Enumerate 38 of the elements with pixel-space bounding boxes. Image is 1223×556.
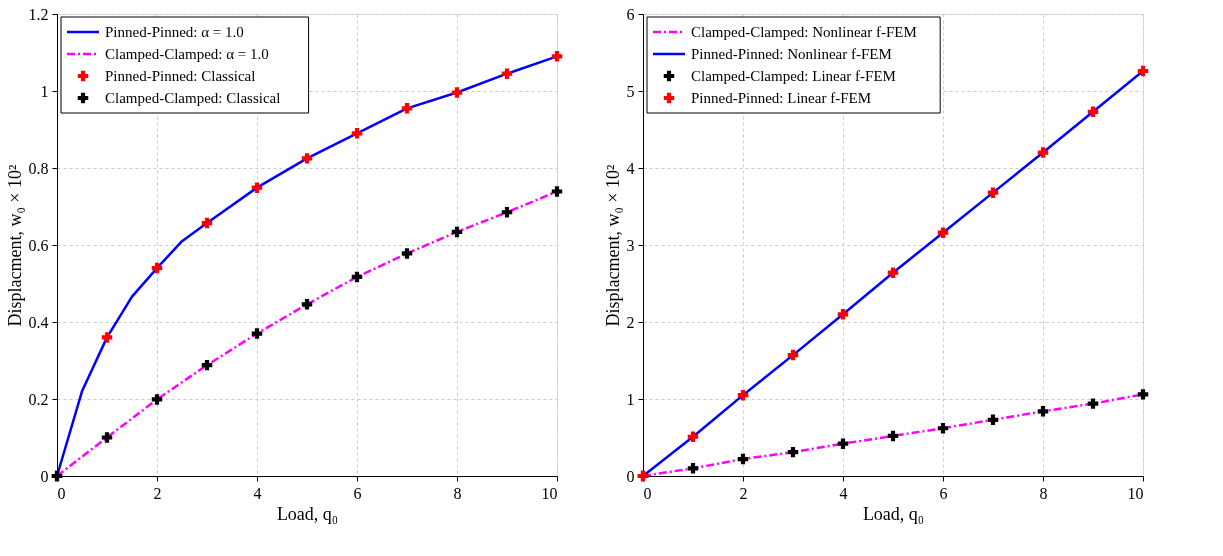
y-tick-label: 0.4 (28, 313, 49, 331)
x-tick-label: 0 (57, 484, 66, 502)
y-tick-label: 5 (626, 82, 635, 100)
x-tick-label: 8 (453, 484, 462, 502)
y-tick-label: 0 (626, 467, 635, 485)
x-tick-label: 10 (1127, 484, 1144, 502)
y-tick-label: 1.2 (28, 5, 49, 23)
legend-label: Clamped-Clamped: α = 1.0 (105, 46, 269, 62)
y-axis-title: Displacment, w₀ × 10² (602, 164, 623, 327)
x-axis-title: Load, q₀ (276, 503, 339, 524)
x-tick-label: 4 (839, 484, 848, 502)
legend-label: Pinned-Pinned: Nonlinear f-FEM (691, 46, 892, 62)
y-axis-title: Displacment, w₀ × 10² (4, 164, 25, 327)
legend-label: Clamped-Clamped: Nonlinear f-FEM (691, 24, 917, 40)
y-tick-label: 2 (626, 313, 635, 331)
x-tick-label: 10 (541, 484, 558, 502)
legend-label: Pinned-Pinned: Classical (105, 68, 256, 84)
legend-label: Pinned-Pinned: Linear f-FEM (691, 90, 871, 106)
x-tick-label: 2 (153, 484, 162, 502)
x-tick-label: 6 (353, 484, 362, 502)
y-tick-label: 0.6 (28, 236, 49, 254)
y-tick-label: 0 (40, 467, 49, 485)
legend-label: Pinned-Pinned: α = 1.0 (105, 24, 244, 40)
y-tick-label: 1 (626, 390, 635, 408)
x-tick-label: 6 (939, 484, 948, 502)
legend-label: Clamped-Clamped: Classical (105, 90, 281, 106)
y-tick-label: 6 (626, 5, 635, 23)
x-tick-label: 0 (643, 484, 652, 502)
y-tick-label: 3 (626, 236, 635, 254)
y-tick-label: 4 (626, 159, 635, 177)
y-tick-label: 0.2 (28, 390, 49, 408)
y-tick-label: 1 (40, 82, 49, 100)
x-axis-title: Load, q₀ (862, 503, 925, 524)
x-tick-label: 4 (253, 484, 262, 502)
x-tick-label: 8 (1039, 484, 1048, 502)
y-tick-label: 0.8 (28, 159, 49, 177)
legend-label: Clamped-Clamped: Linear f-FEM (691, 68, 896, 84)
x-tick-label: 2 (739, 484, 748, 502)
